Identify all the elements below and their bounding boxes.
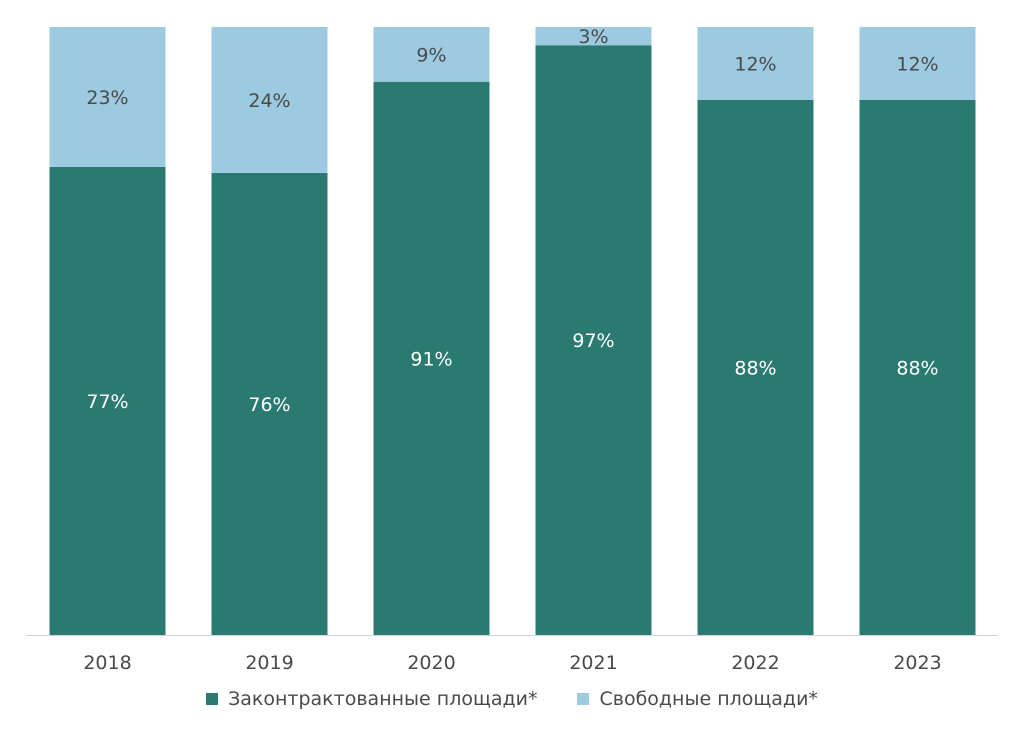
bar-vacant-2021 — [535, 27, 652, 46]
legend-item-vacant: Свободные площади* — [577, 688, 818, 710]
data-label-contracted-2020: 91% — [410, 348, 452, 370]
legend: Законтрактованные площади* Свободные пло… — [0, 688, 1024, 710]
legend-swatch-contracted — [206, 693, 219, 705]
bar-contracted-2018 — [49, 166, 166, 635]
x-tick-label-2020: 2020 — [407, 652, 455, 674]
data-label-vacant-2018: 23% — [86, 87, 128, 109]
bar-contracted-2022 — [697, 99, 814, 635]
x-tick-label-2023: 2023 — [893, 652, 941, 674]
data-label-vacant-2021: 3% — [578, 26, 608, 48]
legend-label-vacant: Свободные площади* — [599, 688, 818, 710]
data-label-contracted-2022: 88% — [734, 357, 776, 379]
data-label-vacant-2023: 12% — [896, 53, 938, 75]
bar-vacant-2023 — [859, 27, 976, 100]
bar-contracted-2021 — [535, 45, 652, 636]
data-label-vacant-2019: 24% — [248, 90, 290, 112]
data-label-contracted-2018: 77% — [86, 391, 128, 413]
x-tick-label-2021: 2021 — [569, 652, 617, 674]
bar-contracted-2023 — [859, 99, 976, 635]
bar-vacant-2019 — [211, 27, 328, 173]
x-tick-label-2019: 2019 — [245, 652, 293, 674]
bar-contracted-2019 — [211, 172, 328, 636]
data-label-contracted-2021: 97% — [572, 330, 614, 352]
data-label-contracted-2023: 88% — [896, 357, 938, 379]
legend-swatch-vacant — [577, 693, 590, 705]
bar-contracted-2020 — [373, 81, 490, 636]
legend-item-contracted: Законтрактованные площади* — [206, 688, 537, 710]
bar-vacant-2022 — [697, 27, 814, 100]
bar-vacant-2018 — [49, 27, 166, 167]
data-label-vacant-2022: 12% — [734, 53, 776, 75]
x-tick-label-2022: 2022 — [731, 652, 779, 674]
legend-label-contracted: Законтрактованные площади* — [228, 688, 538, 710]
data-label-contracted-2019: 76% — [248, 394, 290, 416]
data-label-vacant-2020: 9% — [416, 44, 446, 66]
bar-vacant-2020 — [373, 27, 490, 82]
x-tick-label-2018: 2018 — [83, 652, 131, 674]
